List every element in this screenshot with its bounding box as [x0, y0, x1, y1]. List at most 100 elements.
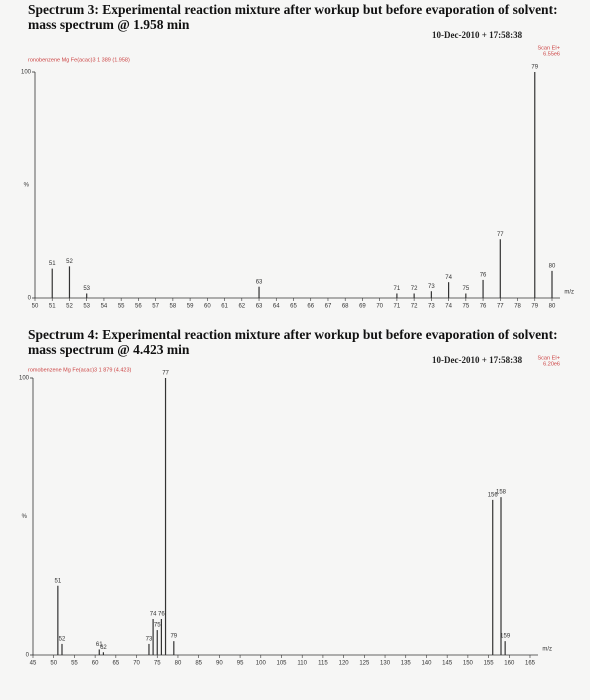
x-tick-label: 60	[204, 304, 211, 310]
x-tick-label: 115	[318, 661, 328, 667]
y-tick-label: 0	[28, 296, 32, 302]
x-tick-label: 52	[66, 304, 73, 310]
peak-label: 62	[100, 645, 107, 651]
x-tick-label: 76	[480, 304, 487, 310]
x-tick-label: 63	[256, 304, 263, 310]
x-tick-label: 85	[195, 661, 202, 667]
spectrum-title: Spectrum 3: Experimental reaction mixtur…	[28, 2, 558, 32]
x-tick-label: 120	[339, 661, 350, 667]
x-axis-label: m/z	[542, 647, 552, 653]
x-tick-label: 145	[442, 661, 453, 667]
x-tick-label: 150	[463, 661, 474, 667]
x-tick-label: 140	[421, 661, 432, 667]
peak-label: 77	[162, 371, 169, 377]
x-tick-label: 64	[273, 304, 280, 310]
x-tick-label: 125	[359, 661, 370, 667]
x-tick-label: 70	[133, 661, 140, 667]
peak-label: 76	[158, 612, 165, 618]
x-tick-label: 57	[152, 304, 159, 310]
x-tick-label: 50	[50, 661, 57, 667]
x-tick-label: 78	[514, 304, 521, 310]
acquisition-info: 10-Dec-2010 + 17:58:38	[432, 355, 523, 365]
x-tick-label: 66	[307, 304, 314, 310]
peak-label: 75	[462, 286, 469, 292]
x-tick-label: 155	[484, 661, 495, 667]
peak-label: 74	[150, 612, 157, 618]
peak-label: 63	[256, 279, 263, 285]
x-tick-label: 55	[71, 661, 78, 667]
x-tick-label: 51	[49, 304, 56, 310]
x-tick-label: 165	[525, 661, 536, 667]
x-tick-label: 70	[376, 304, 383, 310]
x-tick-label: 110	[297, 661, 307, 667]
peak-label: 79	[531, 65, 538, 71]
peak-label: 73	[428, 284, 435, 290]
spectrum-title: Spectrum 4: Experimental reaction mixtur…	[28, 327, 558, 357]
scan-mode: Scan EI+	[538, 45, 560, 51]
x-tick-label: 53	[83, 304, 90, 310]
x-tick-label: 59	[187, 304, 194, 310]
sample-name: romobenzene Mg Fe(acac)3 1 879 (4.423)	[28, 367, 132, 373]
sample-name: ronobenzene Mg Fe(acac)3 1 389 (1.958)	[28, 57, 130, 63]
peak-label: 61	[96, 642, 103, 648]
x-tick-label: 71	[394, 304, 401, 310]
base-intensity: 6.20e6	[543, 361, 560, 367]
x-tick-label: 74	[445, 304, 452, 310]
y-tick-label: 100	[21, 70, 32, 76]
peak-label: 53	[83, 286, 90, 292]
peak-label: 156	[488, 492, 499, 498]
x-tick-label: 67	[325, 304, 332, 310]
x-tick-label: 65	[290, 304, 297, 310]
x-tick-label: 69	[359, 304, 366, 310]
x-tick-label: 73	[428, 304, 435, 310]
x-tick-label: 62	[238, 304, 245, 310]
base-intensity: 6.55e6	[543, 51, 560, 57]
peak-label: 72	[411, 286, 418, 292]
x-tick-label: 68	[342, 304, 349, 310]
x-tick-label: 77	[497, 304, 504, 310]
y-axis-label: %	[22, 514, 28, 520]
x-tick-label: 100	[256, 661, 267, 667]
x-tick-label: 65	[112, 661, 119, 667]
x-axis-label: m/z	[564, 290, 574, 296]
peak-label: 80	[549, 263, 556, 269]
peak-label: 74	[445, 275, 452, 281]
x-tick-label: 58	[170, 304, 177, 310]
peak-label: 73	[146, 636, 153, 642]
x-tick-label: 75	[154, 661, 161, 667]
x-tick-label: 50	[32, 304, 39, 310]
x-tick-label: 130	[380, 661, 391, 667]
acquisition-info: 10-Dec-2010 + 17:58:38	[432, 30, 523, 40]
x-tick-label: 95	[237, 661, 244, 667]
peak-label: 158	[496, 490, 507, 496]
peak-label: 76	[480, 272, 487, 278]
y-axis-label: %	[24, 183, 30, 189]
y-tick-label: 0	[26, 653, 30, 659]
y-tick-label: 100	[19, 376, 30, 382]
peak-label: 51	[49, 261, 56, 267]
x-tick-label: 80	[175, 661, 182, 667]
peak-label: 75	[154, 623, 161, 629]
peak-label: 77	[497, 232, 504, 238]
peak-label: 79	[170, 634, 177, 640]
x-tick-label: 56	[135, 304, 142, 310]
peak-label: 51	[55, 578, 62, 584]
peak-label: 52	[66, 259, 73, 265]
x-tick-label: 79	[531, 304, 538, 310]
x-tick-label: 80	[549, 304, 556, 310]
x-tick-label: 105	[276, 661, 287, 667]
x-tick-label: 60	[92, 661, 99, 667]
x-tick-label: 45	[30, 661, 37, 667]
x-tick-label: 55	[118, 304, 125, 310]
peak-label: 71	[394, 286, 401, 292]
peak-label: 159	[500, 634, 511, 640]
scan-mode: Scan EI+	[538, 355, 560, 361]
x-tick-label: 61	[221, 304, 228, 310]
x-tick-label: 160	[504, 661, 515, 667]
x-tick-label: 75	[462, 304, 469, 310]
x-tick-label: 135	[401, 661, 412, 667]
x-tick-label: 54	[101, 304, 108, 310]
x-tick-label: 90	[216, 661, 223, 667]
